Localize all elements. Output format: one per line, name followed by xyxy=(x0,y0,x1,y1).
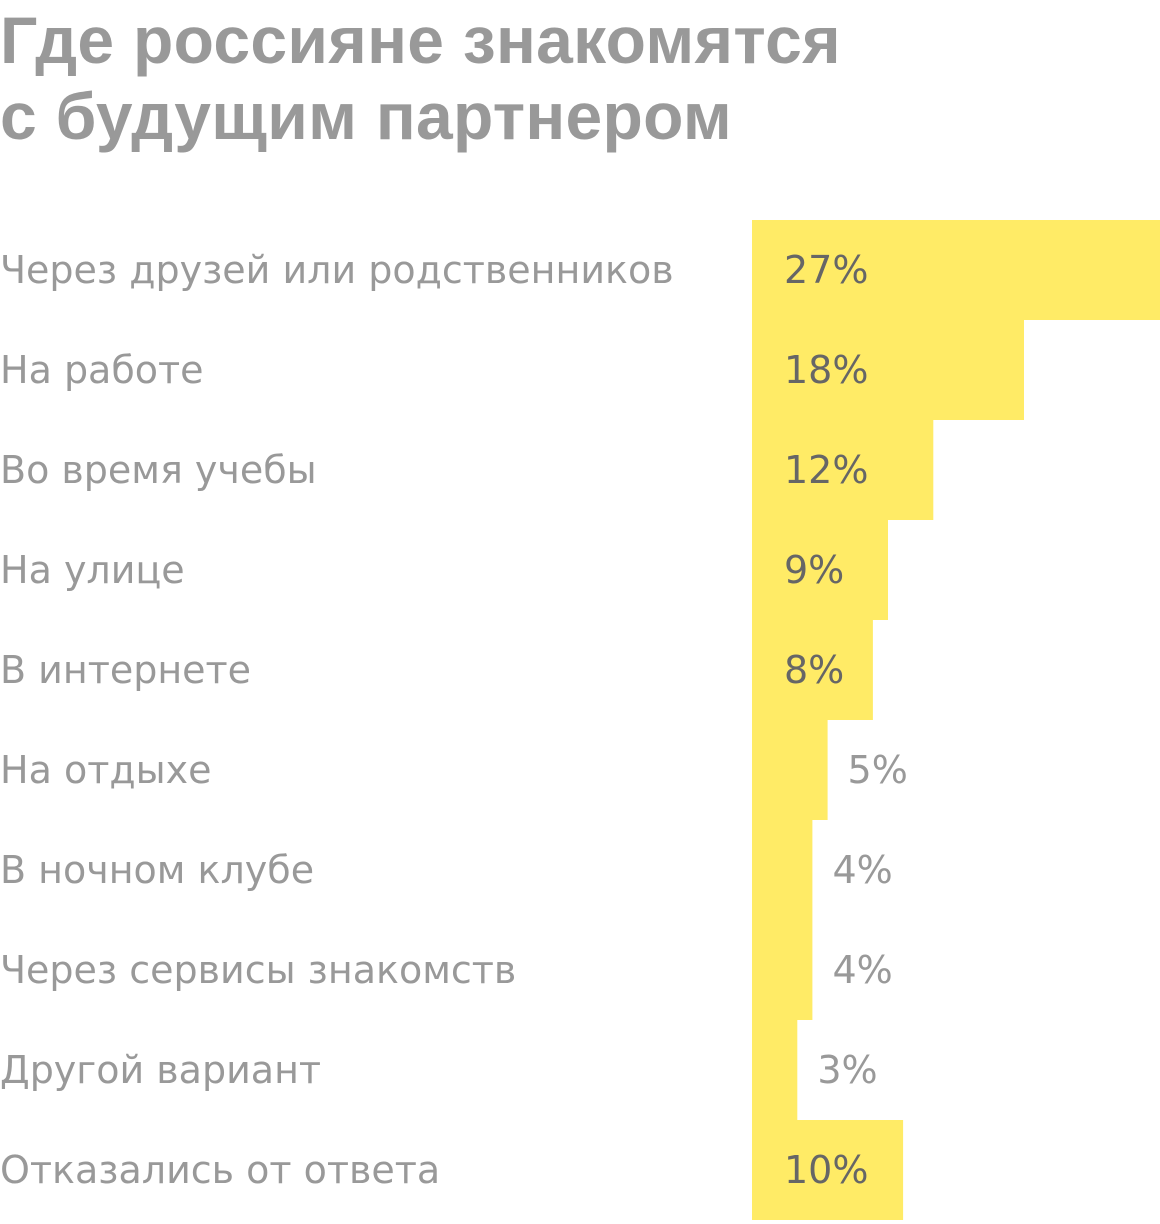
category-label-4: На улице xyxy=(0,548,185,592)
bar-5 xyxy=(752,620,873,720)
category-label-6: На отдыхе xyxy=(0,748,211,792)
bar-6 xyxy=(752,720,828,820)
category-label-2: На работе xyxy=(0,348,204,392)
category-label-9: Другой вариант xyxy=(0,1048,321,1092)
bar-3 xyxy=(752,420,934,520)
value-label-5: 8% xyxy=(784,648,844,692)
category-label-3: Во время учебы xyxy=(0,448,317,492)
bar-10 xyxy=(752,1120,904,1220)
value-label-3: 12% xyxy=(784,448,868,492)
category-label-1: Через друзей или родственников xyxy=(0,248,674,292)
bar-1 xyxy=(752,220,1160,320)
bar-7 xyxy=(752,820,813,920)
chart-title: Где россияне знакомятся с будущим партне… xyxy=(0,2,1160,154)
value-label-8: 4% xyxy=(832,948,892,992)
category-label-10: Отказались от ответа xyxy=(0,1148,440,1192)
value-label-9: 3% xyxy=(817,1048,877,1092)
value-label-2: 18% xyxy=(784,348,868,392)
value-label-4: 9% xyxy=(784,548,844,592)
bar-9 xyxy=(752,1020,798,1120)
bar-8 xyxy=(752,920,813,1020)
value-label-7: 4% xyxy=(832,848,892,892)
value-label-6: 5% xyxy=(848,748,908,792)
category-label-8: Через сервисы знакомств xyxy=(0,948,516,992)
bar-2 xyxy=(752,320,1024,420)
chart-title-line-2: с будущим партнером xyxy=(0,79,733,153)
chart-title-line-1: Где россияне знакомятся xyxy=(0,3,841,77)
bar-4 xyxy=(752,520,888,620)
category-label-5: В интернете xyxy=(0,648,251,692)
value-label-10: 10% xyxy=(784,1148,868,1192)
category-label-7: В ночном клубе xyxy=(0,848,314,892)
value-label-1: 27% xyxy=(784,248,868,292)
